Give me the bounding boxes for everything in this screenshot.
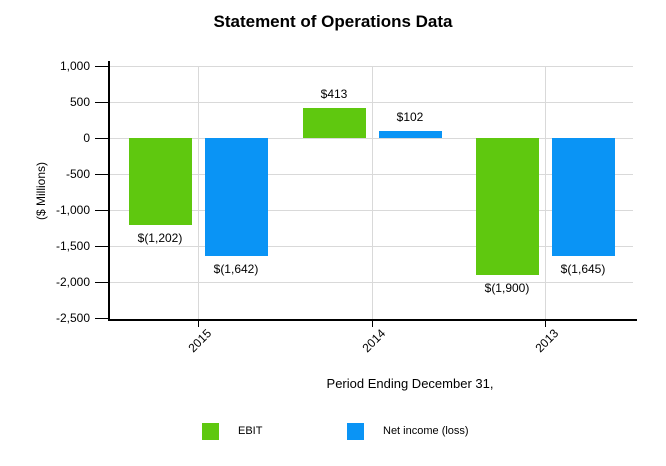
- bar-ebit-2015: [128, 138, 192, 225]
- y-tick-mark: [95, 210, 108, 211]
- y-tick-label: -500: [65, 167, 90, 181]
- bar-value-label: $413: [320, 87, 348, 102]
- y-tick-label: 500: [69, 95, 90, 109]
- chart-title: Statement of Operations Data: [213, 12, 453, 31]
- y-tick-mark: [95, 246, 108, 247]
- x-tick-label: 2013: [532, 326, 562, 356]
- y-gridline: [110, 246, 633, 247]
- bar-ebit-2014: [302, 108, 366, 138]
- legend-swatch-ebit: [202, 423, 219, 440]
- legend-label-net-income: Net income (loss): [383, 425, 469, 437]
- bar-value-label: $(1,645): [560, 262, 606, 277]
- plot-area: [108, 61, 637, 321]
- y-tick-label: -2,000: [55, 275, 90, 289]
- bar-ebit-2013: [475, 138, 539, 275]
- y-gridline: [110, 102, 633, 103]
- y-tick-label: 1,000: [59, 59, 90, 73]
- y-gridline: [110, 210, 633, 211]
- y-tick-mark: [95, 102, 108, 103]
- y-tick-label: 0: [83, 131, 90, 145]
- x-tick-mark: [545, 321, 546, 327]
- y-axis-label: ($ Millions): [34, 162, 48, 221]
- x-tick-label: 2015: [185, 326, 215, 356]
- x-gridline: [198, 66, 199, 319]
- y-tick-mark: [95, 174, 108, 175]
- bar-value-label: $(1,202): [137, 230, 183, 245]
- y-tick-mark: [95, 66, 108, 67]
- x-tick-label: 2014: [359, 326, 389, 356]
- x-gridline: [545, 66, 546, 319]
- bar-net-income-loss-2014: [378, 130, 442, 138]
- x-tick-mark: [372, 321, 373, 327]
- bar-net-income-loss-2013: [551, 138, 615, 257]
- bar-net-income-loss-2015: [204, 138, 268, 257]
- y-tick-label: -1,000: [55, 203, 90, 217]
- legend-label-ebit: EBIT: [238, 425, 263, 437]
- y-tick-label: -2,500: [55, 311, 90, 325]
- y-tick-label: -1,500: [55, 239, 90, 253]
- y-tick-mark: [95, 138, 108, 139]
- bar-value-label: $(1,900): [484, 280, 530, 295]
- y-tick-mark: [95, 318, 108, 319]
- y-gridline: [110, 66, 633, 67]
- y-gridline: [110, 174, 633, 175]
- x-tick-mark: [198, 321, 199, 327]
- y-tick-mark: [95, 282, 108, 283]
- x-axis-label: Period Ending December 31,: [326, 376, 494, 391]
- y-gridline: [110, 282, 633, 283]
- y-gridline: [110, 138, 633, 139]
- bar-value-label: $102: [396, 109, 424, 124]
- x-gridline: [372, 66, 373, 319]
- bar-value-label: $(1,642): [213, 262, 259, 277]
- legend-swatch-net-income: [347, 423, 364, 440]
